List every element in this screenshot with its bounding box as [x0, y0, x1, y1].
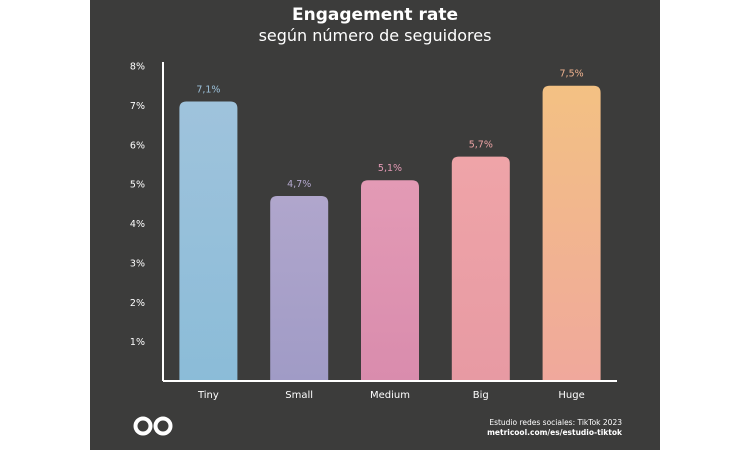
bar-tiny: [179, 101, 238, 381]
data-labels: 7,1% 4,7% 5,1% 5,7% 7,5%: [196, 69, 583, 190]
y-tick-label: 7%: [130, 101, 145, 112]
bar-small: [270, 195, 329, 381]
data-label-small: 4,7%: [287, 179, 311, 190]
footer-url: metricool.com/es/estudio-tiktok: [487, 428, 622, 437]
bar-huge: [542, 85, 601, 381]
y-tick-label: 1%: [130, 337, 145, 348]
footer-source: Estudio redes sociales: TikTok 2023: [489, 418, 622, 427]
data-label-medium: 5,1%: [378, 163, 402, 174]
bar-medium: [361, 180, 419, 381]
bars: [179, 85, 601, 381]
x-axis-ticks: Tiny Small Medium Big Huge: [197, 390, 585, 401]
data-label-big: 5,7%: [469, 140, 493, 151]
x-tick-label-big: Big: [473, 390, 489, 401]
chart-title: Engagement rate: [292, 5, 458, 25]
x-tick-label-medium: Medium: [370, 390, 410, 401]
y-tick-label: 6%: [130, 140, 145, 151]
y-axis-ticks: 1% 2% 3% 4% 5% 6% 7% 8%: [130, 62, 145, 349]
x-tick-label-tiny: Tiny: [197, 390, 219, 401]
data-label-huge: 7,5%: [560, 69, 584, 80]
bar-chart: 1% 2% 3% 4% 5% 6% 7% 8% 7,1% 4,7% 5,1% 5,7% 7,5% Ti…: [130, 62, 617, 401]
x-tick-label-huge: Huge: [558, 390, 584, 401]
chart-panel: Engagement rate según número de seguidor…: [90, 0, 660, 450]
metricool-infinity-icon: [133, 416, 173, 436]
chart-subtitle: según número de seguidores: [258, 26, 492, 45]
y-tick-label: 2%: [130, 298, 145, 309]
y-tick-label: 4%: [130, 219, 145, 230]
y-tick-label: 5%: [130, 180, 145, 191]
data-label-tiny: 7,1%: [196, 84, 220, 95]
x-tick-label-small: Small: [285, 390, 313, 401]
y-tick-label: 8%: [130, 62, 145, 73]
bar-big: [451, 156, 510, 381]
y-tick-label: 3%: [130, 258, 145, 269]
